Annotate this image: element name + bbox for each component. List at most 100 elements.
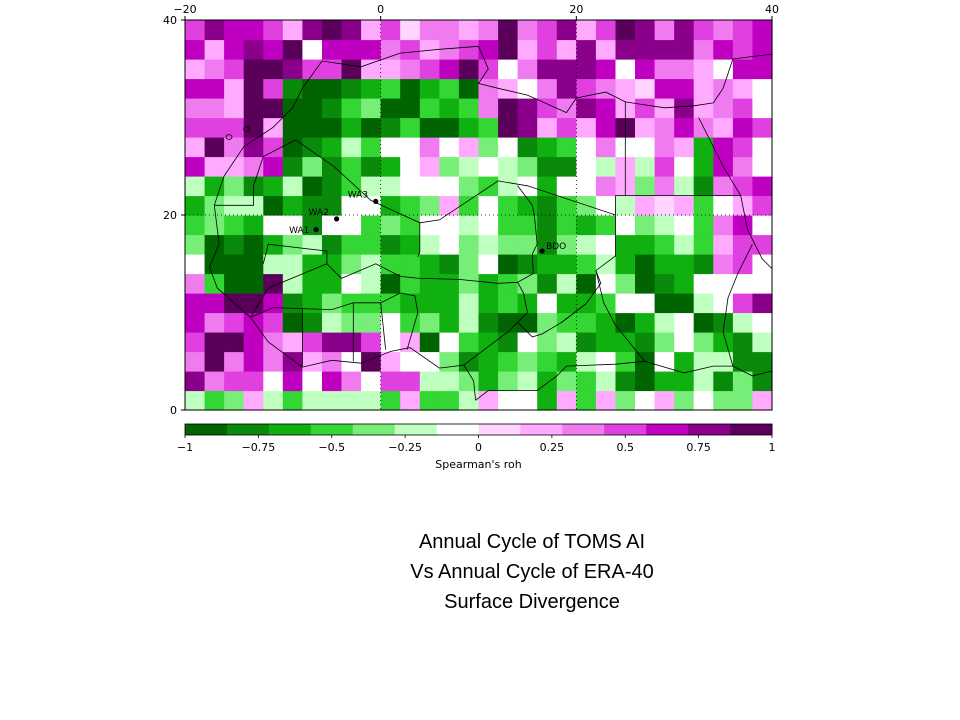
field-cell — [576, 371, 597, 392]
field-cell — [732, 234, 754, 255]
field-cell — [713, 20, 734, 41]
field-cell — [713, 215, 734, 236]
field-cell — [478, 78, 499, 99]
field-cell — [341, 371, 362, 392]
field-cell — [224, 390, 245, 411]
field-cell — [595, 371, 617, 392]
field-cell — [322, 20, 343, 41]
field-cell — [361, 20, 382, 41]
field-cell — [654, 273, 675, 294]
field-cell — [635, 215, 656, 236]
field-cell — [243, 273, 264, 294]
lon-tick-label: 0 — [377, 3, 384, 16]
field-cell — [713, 39, 734, 60]
field-cell — [732, 39, 754, 60]
field-cell — [713, 137, 734, 158]
field-cell — [595, 98, 617, 119]
field-cell — [302, 117, 323, 138]
field-cell — [498, 137, 519, 158]
field-cell — [635, 176, 656, 197]
field-cell — [243, 98, 264, 119]
field-cell — [322, 195, 343, 216]
field-cell — [263, 332, 284, 353]
field-cell — [458, 312, 480, 333]
boundary-line — [262, 243, 518, 284]
field-cell — [263, 293, 284, 314]
field-cell — [380, 156, 401, 177]
field-cell — [537, 98, 558, 119]
field-cell — [361, 59, 382, 80]
colorbar-tick-label: 0.75 — [686, 441, 711, 454]
field-cell — [732, 20, 754, 41]
field-cell — [263, 195, 284, 216]
field-cell — [732, 156, 754, 177]
field-cell — [458, 215, 480, 236]
field-cell — [674, 20, 695, 41]
lat-tick-label: 40 — [163, 14, 177, 27]
field-cell — [282, 234, 303, 255]
field-cell — [185, 273, 206, 294]
field-cell — [556, 332, 577, 353]
field-cell — [674, 293, 695, 314]
field-cell — [400, 273, 421, 294]
field-cell — [576, 39, 597, 60]
field-cell — [556, 78, 577, 99]
field-cell — [419, 234, 440, 255]
field-cell — [654, 39, 675, 60]
field-cell — [654, 293, 675, 314]
field-cell — [693, 293, 714, 314]
field-cell — [576, 137, 597, 158]
field-cell — [752, 195, 773, 216]
field-cell — [224, 176, 245, 197]
field-cell — [204, 78, 225, 99]
field-cell — [635, 20, 656, 41]
field-cell — [615, 312, 636, 333]
colorbar-swatch — [688, 424, 731, 435]
field-cell — [556, 351, 577, 372]
field-cell — [322, 273, 343, 294]
field-cell — [674, 156, 695, 177]
field-cell — [419, 332, 440, 353]
field-cell — [302, 39, 323, 60]
field-cell — [674, 78, 695, 99]
field-cell — [595, 59, 617, 80]
field-cell — [361, 78, 382, 99]
coastlines-borders — [209, 45, 773, 401]
field-cell — [615, 20, 636, 41]
station-dot — [539, 248, 545, 254]
field-cell — [458, 293, 480, 314]
field-cell — [322, 156, 343, 177]
field-cell — [380, 195, 401, 216]
field-cell — [732, 98, 754, 119]
field-cell — [282, 59, 303, 80]
field-cell — [439, 273, 460, 294]
field-cell — [224, 254, 245, 275]
field-cell — [322, 176, 343, 197]
caption-line-1: Annual Cycle of TOMS AI — [418, 531, 646, 553]
field-cell — [478, 273, 499, 294]
field-cell — [693, 39, 714, 60]
field-cell — [419, 176, 440, 197]
field-cell — [517, 137, 538, 158]
station-label: WA3 — [348, 190, 368, 200]
field-cell — [322, 98, 343, 119]
field-cell — [439, 98, 460, 119]
field-cell — [693, 273, 714, 294]
field-cell — [478, 351, 499, 372]
field-cell — [615, 78, 636, 99]
field-cell — [693, 98, 714, 119]
field-cell — [635, 117, 656, 138]
field-cell — [243, 254, 264, 275]
field-cell — [419, 156, 440, 177]
field-cell — [341, 117, 362, 138]
field-cell — [595, 176, 617, 197]
field-cell — [341, 98, 362, 119]
field-cell — [380, 59, 401, 80]
field-cell — [595, 390, 617, 411]
field-cell — [458, 59, 480, 80]
field-cell — [517, 332, 538, 353]
field-cell — [615, 390, 636, 411]
field-cell — [322, 371, 343, 392]
field-cell — [243, 156, 264, 177]
field-cell — [635, 98, 656, 119]
